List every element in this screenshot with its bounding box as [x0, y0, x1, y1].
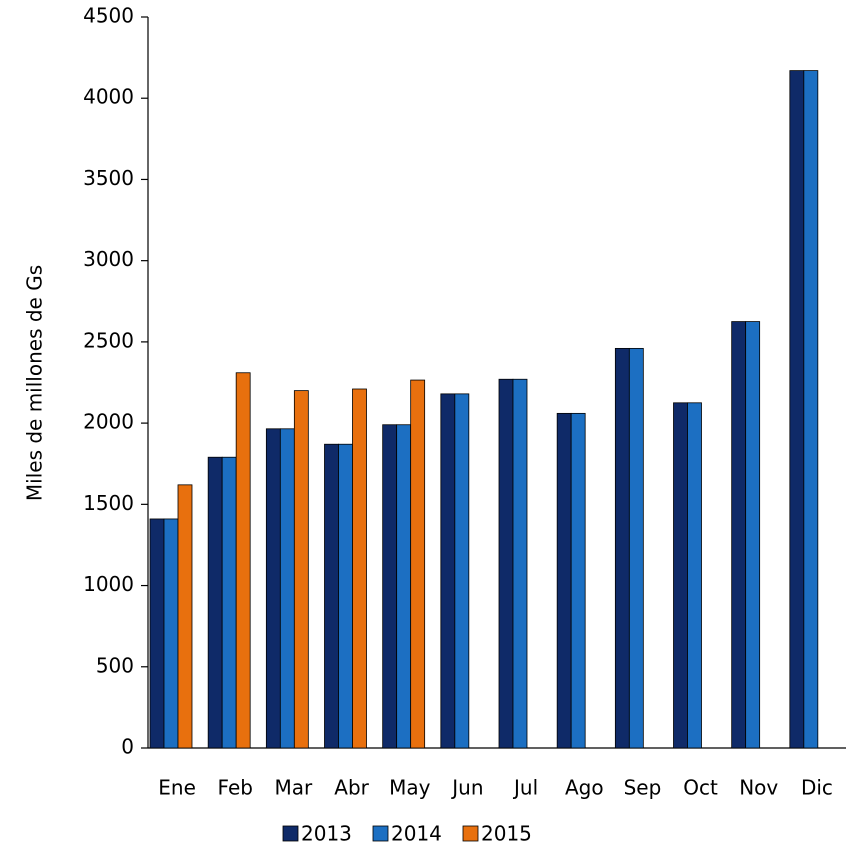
x-tick-label: Ene [158, 776, 196, 800]
y-tick-label: 1500 [83, 491, 134, 515]
legend-label: 2014 [391, 822, 442, 846]
bar [789, 70, 805, 749]
legend-swatch [372, 825, 389, 842]
bar [570, 412, 586, 749]
bar [265, 428, 281, 749]
x-tick-label: Dic [801, 776, 833, 800]
x-tick-label: May [389, 776, 431, 800]
bar [338, 443, 353, 749]
bar [498, 378, 514, 749]
bar [221, 456, 237, 749]
bar [396, 424, 412, 749]
x-tick-label: Ago [565, 776, 604, 800]
bar [628, 347, 644, 749]
y-tick-label: 2000 [83, 410, 134, 434]
bar [731, 321, 747, 749]
x-tick-label: Jul [512, 776, 538, 800]
bar [324, 443, 339, 749]
y-tick-label: 2500 [83, 328, 134, 352]
bar [293, 390, 309, 749]
y-tick-label: 500 [96, 653, 134, 677]
legend-label: 2013 [301, 822, 352, 846]
bar [382, 424, 398, 749]
x-tick-label: Mar [275, 776, 314, 800]
x-tick-label: Jun [450, 776, 483, 800]
x-tick-label: Abr [334, 776, 369, 800]
legend-swatch [282, 825, 299, 842]
bar [440, 393, 456, 749]
y-tick-label: 1000 [83, 572, 134, 596]
bar [235, 372, 251, 749]
y-tick-label: 4500 [83, 4, 134, 28]
y-tick-label: 3500 [83, 166, 134, 190]
y-axis-label: Miles de millones de Gs [23, 265, 47, 501]
y-tick-label: 4000 [83, 85, 134, 109]
bar [745, 321, 761, 749]
x-tick-label: Feb [218, 776, 253, 800]
y-tick-label: 3000 [83, 247, 134, 271]
bar [614, 347, 630, 749]
legend-label: 2015 [481, 822, 532, 846]
bar [279, 428, 295, 749]
bar [410, 379, 426, 749]
bar [177, 484, 193, 749]
bar [673, 402, 688, 749]
bar [352, 388, 367, 749]
bar [149, 518, 165, 749]
y-tick-label: 0 [121, 735, 134, 759]
bar [556, 412, 572, 749]
x-tick-label: Nov [739, 776, 778, 800]
x-tick-label: Sep [624, 776, 662, 800]
x-tick-label: Oct [683, 776, 718, 800]
legend-swatch [462, 825, 479, 842]
bar [163, 518, 179, 749]
bar [454, 393, 470, 749]
bar [687, 402, 702, 749]
bar [207, 456, 223, 749]
bar [803, 70, 819, 749]
bar [512, 378, 528, 749]
